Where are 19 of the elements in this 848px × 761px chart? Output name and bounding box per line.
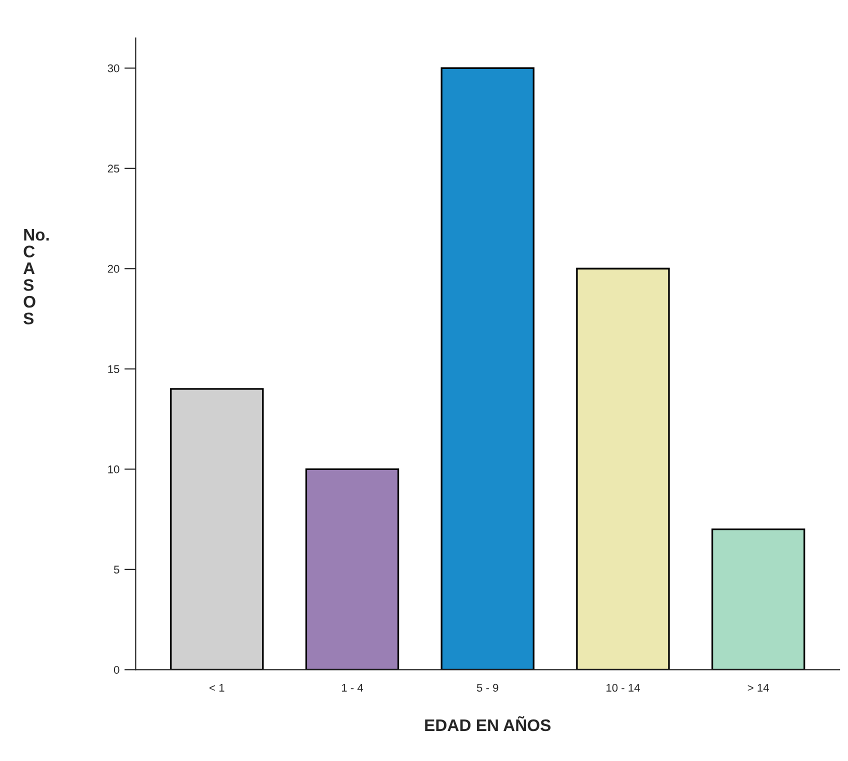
x-tick-label: > 14 <box>748 684 769 692</box>
y-tick-label: 20 <box>108 264 120 273</box>
y-tick-label: 5 <box>114 566 120 574</box>
y-tick-label: 0 <box>114 666 120 674</box>
bar <box>170 388 264 670</box>
y-tick-label: 10 <box>108 465 120 474</box>
bar <box>440 67 534 670</box>
bar <box>305 468 400 670</box>
x-tick-label: 1 - 4 <box>342 684 364 692</box>
y-tick-label: 30 <box>108 64 120 72</box>
y-axis-title: No. C A S O S <box>23 229 49 324</box>
x-tick-label: 10 - 14 <box>606 684 640 692</box>
bar <box>711 528 806 670</box>
x-axis-title: EDAD EN AÑOS <box>425 716 551 732</box>
x-tick-label: 5 - 9 <box>476 684 498 692</box>
y-tick-label: 25 <box>108 164 120 173</box>
bar <box>576 268 670 670</box>
x-tick-label: < 1 <box>210 684 224 692</box>
y-tick-label: 15 <box>108 365 120 374</box>
